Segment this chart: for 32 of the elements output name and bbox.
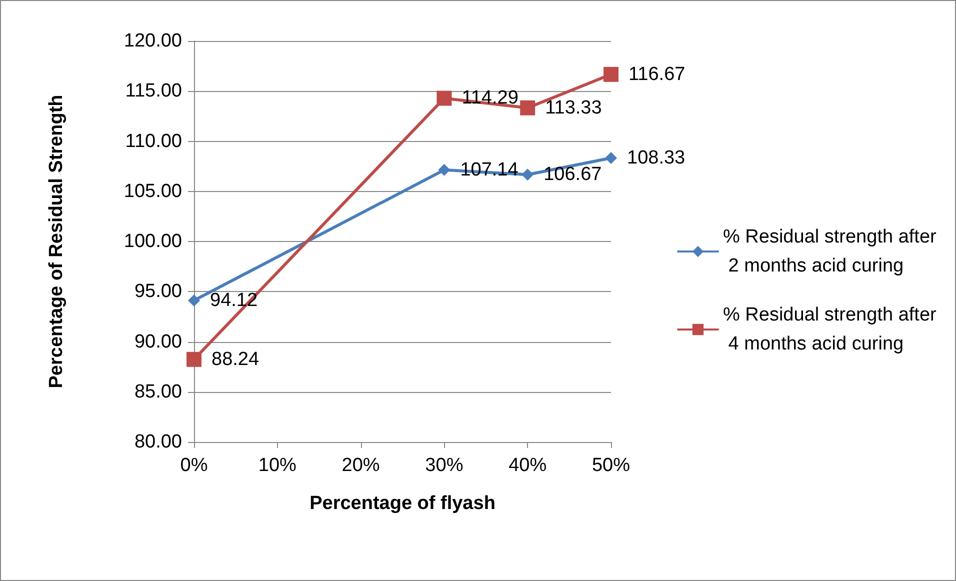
x-tick-label: 30%: [425, 455, 464, 476]
x-tick-label: 20%: [342, 455, 380, 476]
y-tick-label: 90.00: [134, 331, 182, 352]
x-tick-label: 40%: [508, 455, 547, 476]
y-axis-title: Percentage of Residual Strength: [46, 94, 67, 388]
data-label: 108.33: [627, 147, 686, 168]
legend-label: % Residual strength after 2 months acid curing: [723, 226, 938, 276]
data-label: 106.67: [544, 164, 602, 186]
point: [438, 164, 450, 176]
x-tick-label: 0%: [180, 455, 208, 476]
data-label: 116.67: [628, 64, 686, 85]
data-label: 88.24: [212, 348, 260, 370]
y-tick-label: 85.00: [134, 381, 182, 402]
legend-label: % Residual strength after 4 months acid curing: [723, 304, 938, 354]
point: [522, 168, 534, 181]
y-tick-label: 115.00: [125, 80, 182, 102]
data-label: 113.33: [545, 97, 602, 118]
x-tick-label: 50%: [592, 455, 630, 476]
y-tick-label: 105.00: [124, 180, 182, 202]
point: [436, 90, 452, 106]
y-tick-label: 100.00: [124, 231, 182, 252]
x-axis-title: Percentage of flyash: [310, 493, 496, 514]
y-tick-label: 120.00: [124, 30, 182, 52]
y-tick-label: 95.00: [134, 281, 182, 302]
x-tick-label: 10%: [258, 455, 297, 476]
y-tick-label: 110.00: [125, 130, 182, 152]
point: [605, 152, 617, 164]
point: [188, 294, 200, 306]
point: [604, 66, 618, 82]
y-tick-label: 80.00: [134, 432, 182, 452]
point: [186, 352, 202, 367]
point: [520, 100, 536, 116]
